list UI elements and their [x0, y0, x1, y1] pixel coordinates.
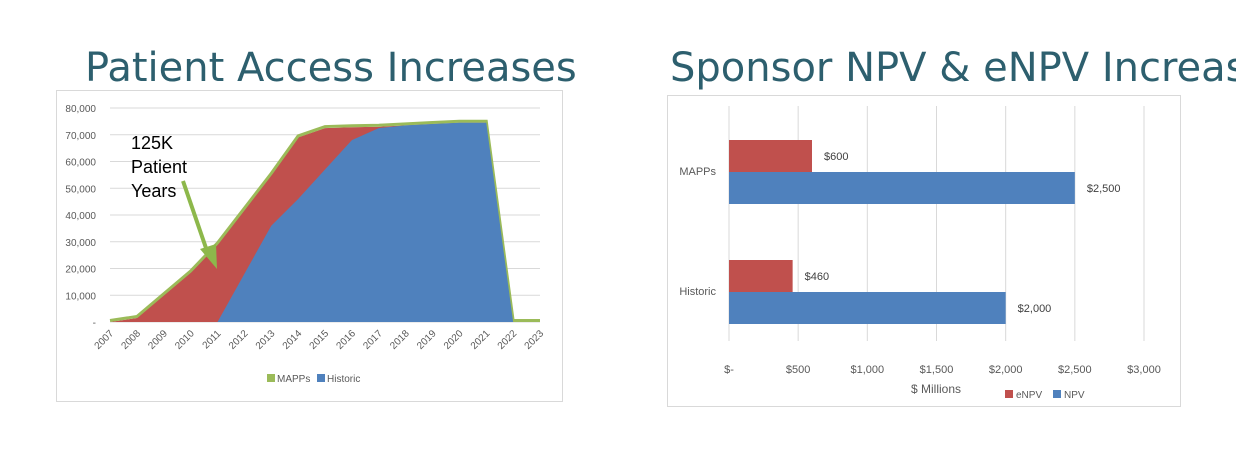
- mapps-edge-line: [109, 119, 540, 322]
- y-tick-label: -: [93, 318, 96, 329]
- x-tick-label: 2008: [119, 328, 143, 352]
- legend-swatch: [1005, 390, 1013, 398]
- annotation-text: 125K: [131, 133, 173, 153]
- legend-swatch: [317, 374, 325, 382]
- data-label: $460: [805, 271, 829, 283]
- bar: [729, 292, 1006, 324]
- x-tick-label: 2022: [496, 328, 520, 352]
- x-tick-label: $-: [724, 364, 734, 376]
- category-label: Historic: [679, 286, 716, 298]
- y-tick-label: 70,000: [65, 131, 96, 142]
- y-tick-label: 30,000: [65, 238, 96, 249]
- x-tick-label: 2018: [388, 328, 412, 352]
- x-tick-label: 2020: [442, 328, 466, 352]
- data-label: $2,500: [1087, 183, 1121, 195]
- x-tick-label: 2007: [93, 328, 117, 352]
- bar-chart-svg: $- $500 $1,000 $1,500 $2,000 $2,500 $3,000 MAPP…: [679, 106, 1161, 401]
- y-tick-label: 10,000: [65, 291, 96, 302]
- legend-label: eNPV: [1016, 390, 1042, 401]
- bar: [729, 140, 812, 172]
- historic-area: [110, 122, 540, 323]
- npv-chart: $- $500 $1,000 $1,500 $2,000 $2,500 $3,000 MAPP…: [667, 95, 1181, 407]
- x-tick-label: 2014: [281, 328, 305, 352]
- x-axis-title: $ Millions: [911, 382, 961, 396]
- x-tick-label: 2013: [254, 328, 278, 352]
- bar: [729, 260, 793, 292]
- x-tick-label: $1,000: [851, 364, 885, 376]
- category-label: MAPPs: [679, 166, 716, 178]
- data-label: $600: [824, 151, 848, 163]
- y-tick-label: 20,000: [65, 265, 96, 276]
- x-tick-label: $500: [786, 364, 810, 376]
- legend-label: Historic: [327, 374, 360, 385]
- annotation-arrowhead: [200, 244, 217, 269]
- x-tick-label: 2015: [308, 328, 332, 352]
- annotation-text: Years: [131, 181, 176, 201]
- x-tick-label: 2017: [361, 328, 385, 352]
- x-tick-label: 2011: [201, 328, 224, 351]
- patient-access-chart: - 10,000 20,000 30,000 40,000 50,000 60,000 70,…: [56, 90, 563, 402]
- legend-label: NPV: [1064, 390, 1085, 401]
- left-chart-title: Patient Access Increases: [85, 45, 577, 91]
- annotation-arrow: [181, 180, 209, 252]
- y-tick-label: 50,000: [65, 184, 96, 195]
- y-tick-label: 80,000: [65, 104, 96, 115]
- x-tick-label: 2023: [523, 328, 547, 352]
- bar: [729, 172, 1075, 204]
- legend-label: MAPPs: [277, 374, 310, 385]
- y-tick-label: 60,000: [65, 158, 96, 169]
- legend-swatch: [1053, 390, 1061, 398]
- legend-swatch: [267, 374, 275, 382]
- x-tick-label: $2,500: [1058, 364, 1092, 376]
- x-tick-label: 2021: [469, 328, 493, 352]
- right-chart-title: Sponsor NPV & eNPV Increase: [670, 45, 1236, 91]
- x-tick-label: $1,500: [920, 364, 954, 376]
- x-tick-label: 2016: [334, 328, 358, 352]
- data-label: $2,000: [1018, 303, 1052, 315]
- annotation-text: Patient: [131, 157, 187, 177]
- x-tick-label: 2009: [146, 328, 170, 352]
- x-tick-label: $2,000: [989, 364, 1023, 376]
- x-tick-label: 2010: [173, 328, 197, 352]
- x-tick-label: 2012: [227, 328, 251, 352]
- x-tick-label: $3,000: [1127, 364, 1161, 376]
- x-tick-label: 2019: [415, 328, 439, 352]
- area-chart-svg: - 10,000 20,000 30,000 40,000 50,000 60,000 70,…: [65, 104, 547, 385]
- y-tick-label: 40,000: [65, 211, 96, 222]
